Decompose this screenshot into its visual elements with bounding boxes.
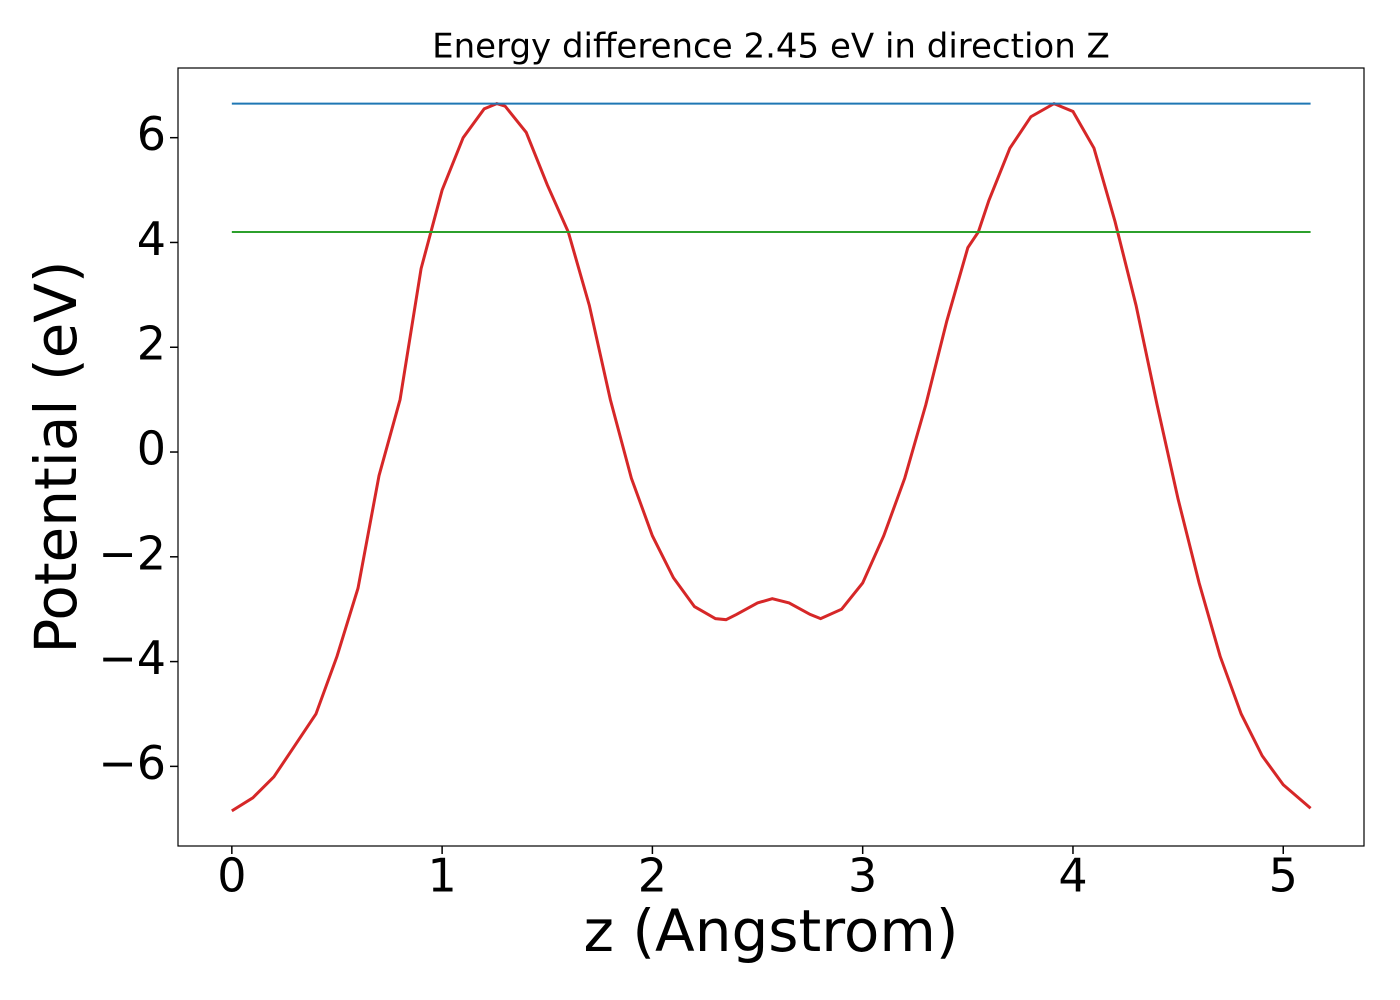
x-tick-label: 4 <box>1058 849 1087 903</box>
series-line <box>231 101 1312 813</box>
y-tick-label: 2 <box>137 317 166 371</box>
x-tick-label: 3 <box>848 849 877 903</box>
y-axis-label: Potential (eV) <box>22 260 90 653</box>
y-tick-label: −4 <box>98 631 166 685</box>
y-tick-label: 4 <box>137 212 166 266</box>
y-tick-label: 6 <box>137 107 166 161</box>
y-tick-label: −2 <box>98 526 166 580</box>
x-tick-label: 5 <box>1269 849 1298 903</box>
plot-frame <box>177 67 1365 847</box>
x-tick-label: 0 <box>217 849 246 903</box>
x-tick-label: 1 <box>427 849 456 903</box>
y-tick-label: 0 <box>137 422 166 476</box>
x-tick-label: 2 <box>638 849 667 903</box>
chart-title: Energy difference 2.45 eV in direction Z <box>432 27 1110 67</box>
y-tick-label: −6 <box>98 736 166 790</box>
x-axis-label: z (Angstrom) <box>584 897 959 965</box>
